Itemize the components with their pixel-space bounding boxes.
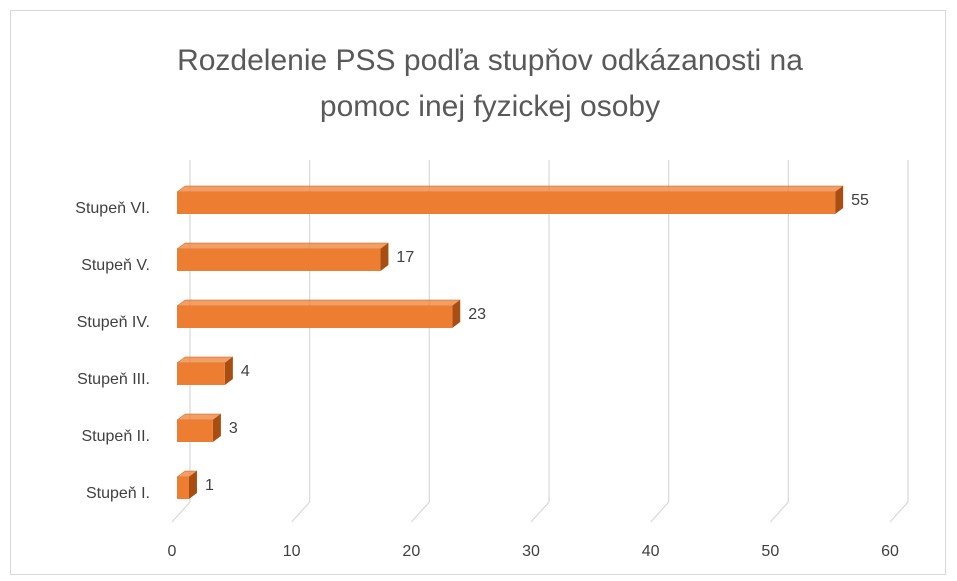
y-tick-label: Stupeň V. bbox=[81, 257, 150, 274]
bar-top bbox=[176, 356, 234, 364]
data-label: 23 bbox=[468, 306, 486, 323]
x-tick-label: 0 bbox=[168, 543, 177, 560]
chart-title: Rozdelenie PSS podľa stupňov odkázanosti… bbox=[177, 44, 803, 123]
bar-side bbox=[380, 243, 389, 271]
y-tick-label: Stupeň III. bbox=[77, 371, 150, 388]
bar-top bbox=[176, 242, 390, 250]
bar bbox=[176, 185, 844, 214]
grid-line bbox=[291, 160, 311, 523]
x-tick-label: 10 bbox=[283, 543, 301, 560]
bar-front bbox=[177, 420, 213, 442]
chart-border bbox=[10, 10, 946, 575]
bar-front bbox=[177, 306, 453, 328]
bar-side bbox=[212, 414, 221, 442]
bar-side bbox=[224, 357, 233, 385]
bar bbox=[176, 470, 198, 499]
grid-line bbox=[530, 160, 550, 523]
data-label: 1 bbox=[205, 477, 214, 494]
grid-line bbox=[171, 160, 191, 523]
data-label: 55 bbox=[851, 192, 869, 209]
grid-line bbox=[889, 160, 909, 523]
bar-front bbox=[177, 249, 381, 271]
y-tick-label: Stupeň VI. bbox=[75, 200, 150, 217]
bar bbox=[176, 299, 461, 328]
bar-front bbox=[177, 363, 225, 385]
grid-line bbox=[650, 160, 670, 523]
x-tick-label: 40 bbox=[642, 543, 660, 560]
x-tick-label: 60 bbox=[881, 543, 899, 560]
y-tick-label: Stupeň I. bbox=[86, 485, 150, 502]
x-tick-label: 20 bbox=[402, 543, 420, 560]
x-tick-label: 30 bbox=[522, 543, 540, 560]
bar-top bbox=[176, 299, 461, 307]
bar bbox=[176, 413, 222, 442]
bar-side bbox=[188, 471, 197, 499]
bar bbox=[176, 242, 390, 271]
data-label: 3 bbox=[229, 420, 238, 437]
x-tick-label: 50 bbox=[761, 543, 779, 560]
bar-side bbox=[452, 300, 461, 328]
bar-front bbox=[177, 192, 836, 214]
data-label: 17 bbox=[396, 249, 414, 266]
grid-line bbox=[769, 160, 789, 523]
bar bbox=[176, 356, 234, 385]
y-tick-label: Stupeň IV. bbox=[77, 314, 150, 331]
data-label: 4 bbox=[241, 363, 250, 380]
bar-top bbox=[176, 185, 844, 193]
y-tick-label: Stupeň II. bbox=[82, 428, 151, 445]
grid-line bbox=[410, 160, 430, 523]
bar-side bbox=[835, 186, 844, 214]
bar-front bbox=[177, 477, 189, 499]
